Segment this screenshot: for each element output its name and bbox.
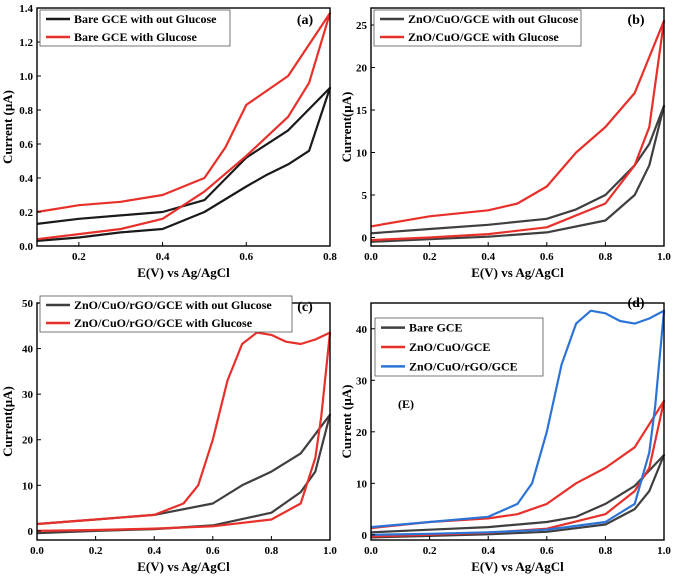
- legend-entry: Bare GCE with Glucose: [74, 30, 197, 44]
- x-tick-label: 0.2: [72, 251, 86, 263]
- series-line-1-2: [36, 12, 332, 241]
- x-tick-label: 0.6: [239, 251, 253, 263]
- legend: Bare GCE ZnO/CuO/GCE ZnO/CuO/rGO/GCE: [374, 317, 544, 377]
- panel-annotation: (E): [398, 397, 414, 411]
- plot-frame: [370, 302, 665, 541]
- x-tick-label: 0.8: [265, 545, 279, 557]
- series-line-2-2: [370, 19, 666, 242]
- x-tick-label: 0.6: [540, 251, 554, 263]
- chart-panel-1: 0.2 0.4 0.6 0.8 0.0 0.2 0.4 0.6 0.8 1.0 1.2 1.4 E(V)…: [0, 3, 337, 280]
- legend: ZnO/CuO/rGO/GCE with out Glucose ZnO/CuO/…: [39, 295, 293, 333]
- x-tick-label: 0.0: [364, 251, 378, 263]
- panel-label: (a): [297, 13, 314, 28]
- panel-label: (d): [627, 296, 644, 311]
- y-tick-label: 1.4: [19, 3, 33, 15]
- x-axis-label: E(V) vs Ag/AgCl: [471, 265, 564, 280]
- x-tick-label: 0.4: [156, 251, 170, 263]
- chart-panel-3: 0.0 0.2 0.4 0.6 0.8 1.0 0 10 20 30 40 50 E(V) vs Ag/…: [0, 295, 337, 574]
- y-tick-label: 20: [22, 435, 34, 447]
- legend-entry: Bare GCE with out Glucose: [74, 12, 217, 26]
- y-tick-label: 0: [362, 233, 368, 245]
- plot-frame: [36, 7, 331, 247]
- y-tick-label: 0: [362, 530, 368, 542]
- x-tick-label: 0.2: [89, 545, 103, 557]
- y-tick-label: 0.4: [19, 173, 33, 185]
- y-axis-label: Current (μA): [0, 90, 15, 164]
- y-tick-label: 0: [28, 526, 34, 538]
- legend-entry: ZnO/CuO/rGO/GCE with out Glucose: [74, 298, 272, 312]
- y-tick-label: 50: [22, 298, 34, 310]
- y-axis-label: Current (μA): [339, 385, 354, 459]
- y-tick-label: 15: [356, 105, 368, 117]
- x-tick-label: 0.8: [323, 251, 337, 263]
- legend-entry: ZnO/CuO/rGO/GCE with Glucose: [74, 316, 253, 330]
- x-axis-label: E(V) vs Ag/AgCl: [137, 559, 230, 574]
- x-tick-label: 0.6: [540, 545, 554, 557]
- x-tick-label: 0.8: [599, 251, 613, 263]
- y-tick-label: 40: [356, 324, 368, 336]
- legend: ZnO/CuO/GCE with out Glucose ZnO/CuO/GCE …: [373, 9, 582, 47]
- chart-panel-2: 0.0 0.2 0.4 0.6 0.8 1.0 0 5 10 15 20 25 E(V) vs Ag/A…: [339, 7, 671, 280]
- legend-entry: Bare GCE: [409, 321, 462, 335]
- x-tick-label: 1.0: [323, 545, 337, 557]
- y-tick-label: 40: [22, 344, 34, 356]
- y-tick-label: 0.8: [19, 105, 33, 117]
- x-axis-label: E(V) vs Ag/AgCl: [471, 559, 564, 574]
- y-tick-label: 25: [356, 20, 368, 32]
- x-tick-label: 1.0: [657, 545, 671, 557]
- plot-frame: [370, 7, 665, 247]
- legend-box: [39, 9, 231, 47]
- y-axis-label: Current(μA): [0, 386, 15, 457]
- series-line-4-1: [370, 453, 666, 539]
- x-axis-label: E(V) vs Ag/AgCl: [137, 265, 230, 280]
- series-line-2-1: [370, 104, 666, 243]
- panel-label: (b): [627, 13, 644, 28]
- series-line-3-2: [36, 331, 332, 532]
- legend-box: [39, 295, 293, 333]
- series-line-1-1: [36, 86, 332, 242]
- y-tick-label: 1.0: [19, 71, 33, 83]
- y-tick-label: 30: [356, 375, 368, 387]
- y-tick-label: 1.2: [19, 37, 33, 49]
- y-tick-label: 5: [362, 190, 368, 202]
- x-tick-label: 0.2: [423, 251, 437, 263]
- x-tick-label: 1.0: [657, 251, 671, 263]
- y-tick-label: 10: [22, 480, 34, 492]
- x-tick-label: 0.4: [481, 545, 495, 557]
- x-tick-label: 0.0: [30, 545, 44, 557]
- x-tick-label: 0.2: [423, 545, 437, 557]
- y-tick-label: 20: [356, 63, 368, 75]
- series-line-3-1: [36, 413, 332, 535]
- y-tick-label: 0.6: [19, 139, 33, 151]
- y-tick-label: 10: [356, 148, 368, 160]
- legend-entry: ZnO/CuO/GCE: [409, 340, 490, 354]
- series-line-4-3: [370, 309, 666, 536]
- legend-box: [373, 9, 582, 47]
- x-tick-label: 0.8: [599, 545, 613, 557]
- legend-entry: ZnO/CuO/rGO/GCE: [409, 359, 518, 373]
- y-tick-label: 30: [22, 389, 34, 401]
- y-tick-label: 20: [356, 427, 368, 439]
- y-axis-label: Current(μA): [339, 92, 354, 163]
- y-tick-label: 0.2: [19, 207, 33, 219]
- panel-label: (c): [297, 300, 313, 315]
- x-tick-label: 0.4: [481, 251, 495, 263]
- legend-entry: ZnO/CuO/GCE with Glucose: [408, 30, 559, 44]
- y-tick-label: 0.0: [19, 241, 33, 253]
- x-tick-label: 0.4: [147, 545, 161, 557]
- legend: Bare GCE with out Glucose Bare GCE with G…: [39, 9, 231, 47]
- y-tick-label: 10: [356, 478, 368, 490]
- x-tick-label: 0.0: [364, 545, 378, 557]
- x-tick-label: 0.6: [206, 545, 220, 557]
- chart-panel-4: 0.0 0.2 0.4 0.6 0.8 1.0 0 10 20 30 40 E(V) vs Ag/Ag…: [339, 296, 671, 574]
- legend-entry: ZnO/CuO/GCE with out Glucose: [408, 12, 579, 26]
